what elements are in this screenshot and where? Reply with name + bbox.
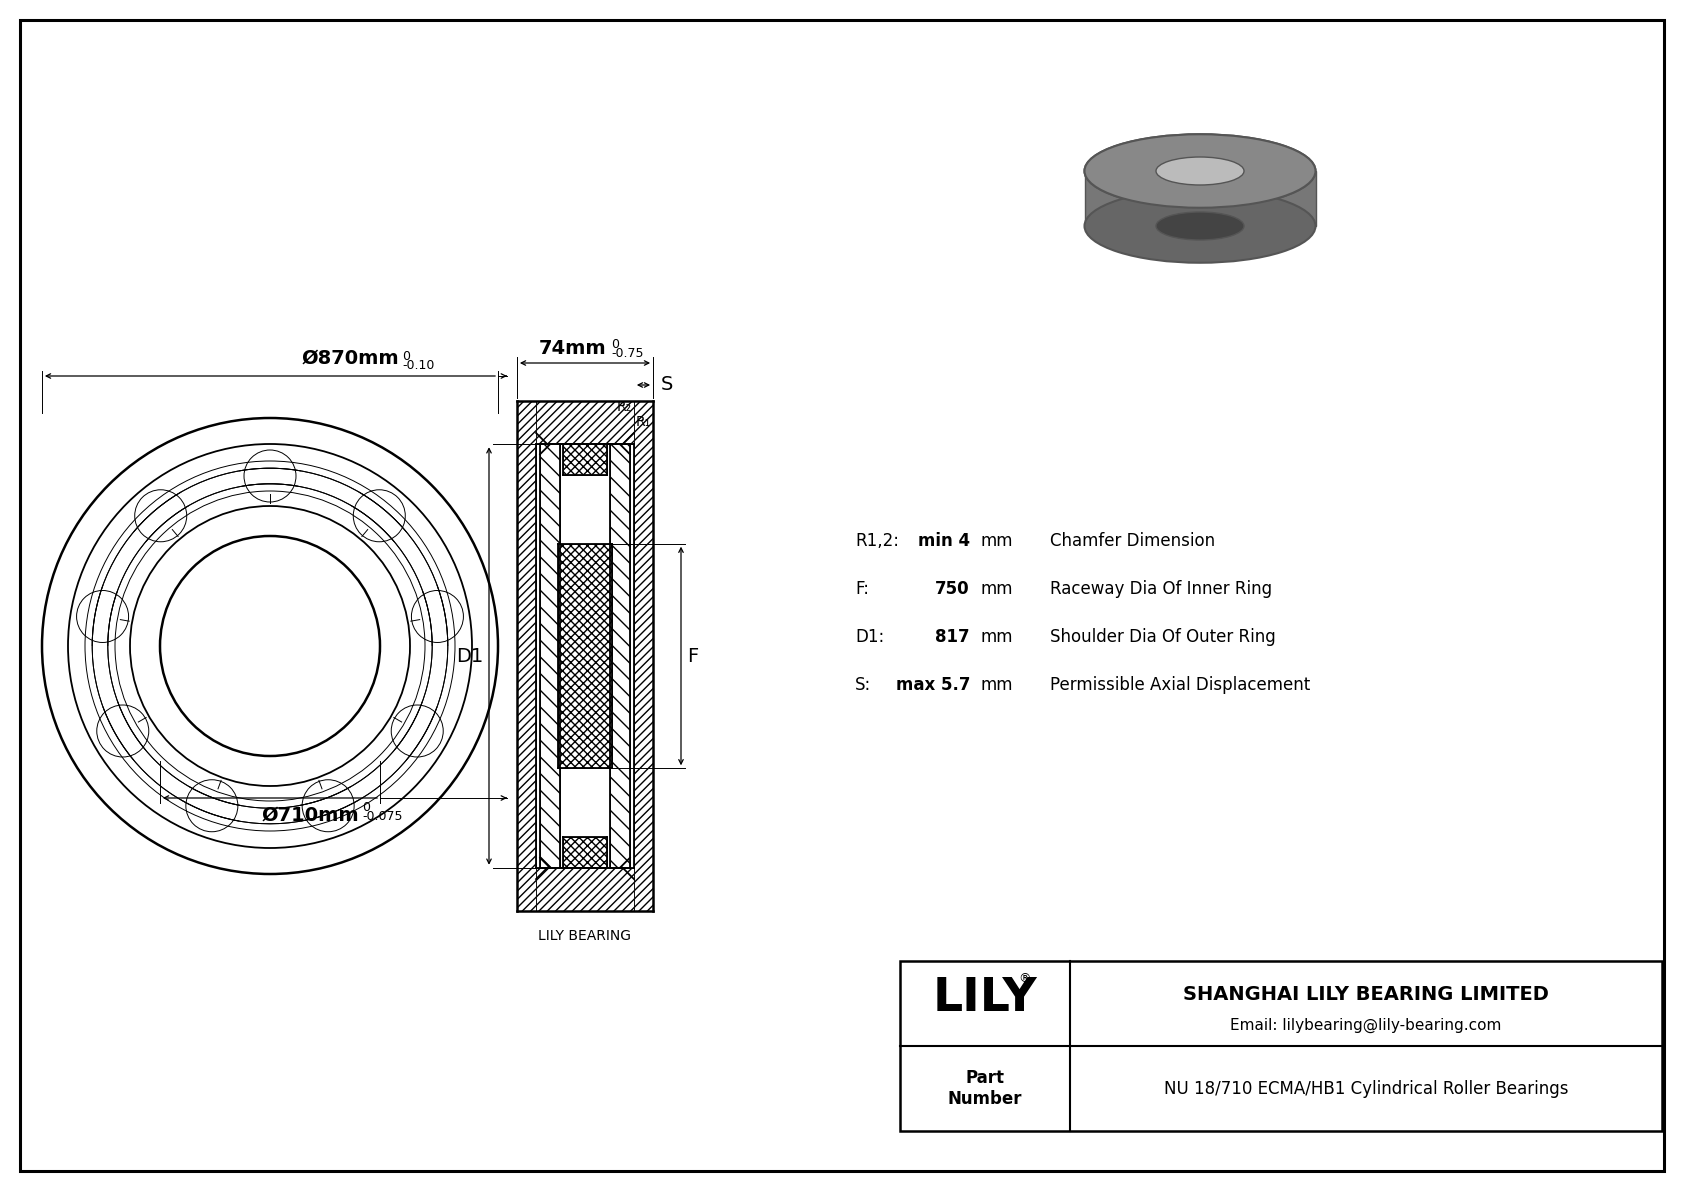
Bar (899, 961, 1662, 1131)
Text: -0.10: -0.10 (402, 358, 434, 372)
Text: S:: S: (855, 676, 871, 694)
Polygon shape (564, 444, 606, 475)
Text: 0: 0 (362, 802, 370, 813)
Text: 750: 750 (935, 580, 970, 598)
Ellipse shape (1155, 157, 1244, 185)
Ellipse shape (1084, 189, 1315, 263)
Text: -0.075: -0.075 (362, 810, 402, 823)
Text: 0: 0 (611, 338, 620, 351)
Bar (1084, 172, 1315, 226)
Text: mm: mm (980, 676, 1012, 694)
Text: LILY: LILY (933, 975, 1037, 1021)
Ellipse shape (1155, 212, 1244, 241)
Text: mm: mm (980, 580, 1012, 598)
Text: Raceway Dia Of Inner Ring: Raceway Dia Of Inner Ring (1051, 580, 1271, 598)
Text: mm: mm (980, 532, 1012, 550)
Text: R₁: R₁ (637, 416, 652, 429)
Text: 74mm: 74mm (539, 339, 606, 358)
Text: D1:: D1: (855, 628, 884, 646)
Text: Ø870mm: Ø870mm (301, 349, 399, 368)
Text: R₂: R₂ (616, 400, 632, 414)
Polygon shape (610, 444, 630, 868)
Text: NU 18/710 ECMA/HB1 Cylindrical Roller Bearings: NU 18/710 ECMA/HB1 Cylindrical Roller Be… (1164, 1079, 1568, 1097)
Polygon shape (557, 544, 613, 768)
Text: min 4: min 4 (918, 532, 970, 550)
Text: LILY BEARING: LILY BEARING (539, 929, 632, 943)
Text: Email: lilybearing@lily-bearing.com: Email: lilybearing@lily-bearing.com (1231, 1018, 1502, 1034)
Text: max 5.7: max 5.7 (896, 676, 970, 694)
Text: S: S (662, 375, 674, 394)
Text: ®: ® (1019, 972, 1031, 985)
Text: Permissible Axial Displacement: Permissible Axial Displacement (1051, 676, 1310, 694)
Ellipse shape (1155, 157, 1244, 185)
Polygon shape (633, 401, 653, 911)
Ellipse shape (1084, 135, 1315, 207)
Polygon shape (536, 868, 633, 911)
Text: SHANGHAI LILY BEARING LIMITED: SHANGHAI LILY BEARING LIMITED (1184, 985, 1549, 1004)
Text: F: F (687, 647, 699, 666)
Text: Ø710mm: Ø710mm (261, 806, 359, 825)
Text: F:: F: (855, 580, 869, 598)
Text: Chamfer Dimension: Chamfer Dimension (1051, 532, 1216, 550)
Polygon shape (517, 401, 536, 911)
Text: 0: 0 (402, 350, 409, 363)
Text: Shoulder Dia Of Outer Ring: Shoulder Dia Of Outer Ring (1051, 628, 1276, 646)
Text: D1: D1 (456, 647, 483, 666)
Text: R1,2:: R1,2: (855, 532, 899, 550)
Ellipse shape (1084, 135, 1315, 207)
Polygon shape (536, 401, 633, 444)
Text: -0.75: -0.75 (611, 347, 643, 360)
Text: 817: 817 (935, 628, 970, 646)
Polygon shape (564, 837, 606, 868)
Text: Part
Number: Part Number (948, 1070, 1022, 1108)
Polygon shape (541, 444, 559, 868)
Text: mm: mm (980, 628, 1012, 646)
